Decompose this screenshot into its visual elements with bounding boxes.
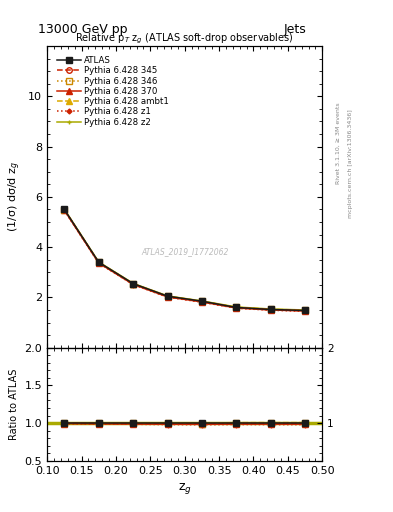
Text: Rivet 3.1.10, ≥ 3M events: Rivet 3.1.10, ≥ 3M events	[336, 102, 341, 184]
X-axis label: z$_g$: z$_g$	[178, 481, 192, 496]
Y-axis label: Ratio to ATLAS: Ratio to ATLAS	[9, 369, 19, 440]
Text: 13000 GeV pp: 13000 GeV pp	[38, 23, 127, 36]
Text: ATLAS_2019_I1772062: ATLAS_2019_I1772062	[141, 247, 228, 255]
Title: Relative p$_T$ z$_g$ (ATLAS soft-drop observables): Relative p$_T$ z$_g$ (ATLAS soft-drop ob…	[75, 32, 294, 46]
Text: Jets: Jets	[284, 23, 307, 36]
Text: mcplots.cern.ch [arXiv:1306.3436]: mcplots.cern.ch [arXiv:1306.3436]	[348, 110, 353, 218]
Y-axis label: (1/σ) dσ/d z$_g$: (1/σ) dσ/d z$_g$	[6, 161, 23, 232]
Legend: ATLAS, Pythia 6.428 345, Pythia 6.428 346, Pythia 6.428 370, Pythia 6.428 ambt1,: ATLAS, Pythia 6.428 345, Pythia 6.428 34…	[54, 53, 172, 130]
